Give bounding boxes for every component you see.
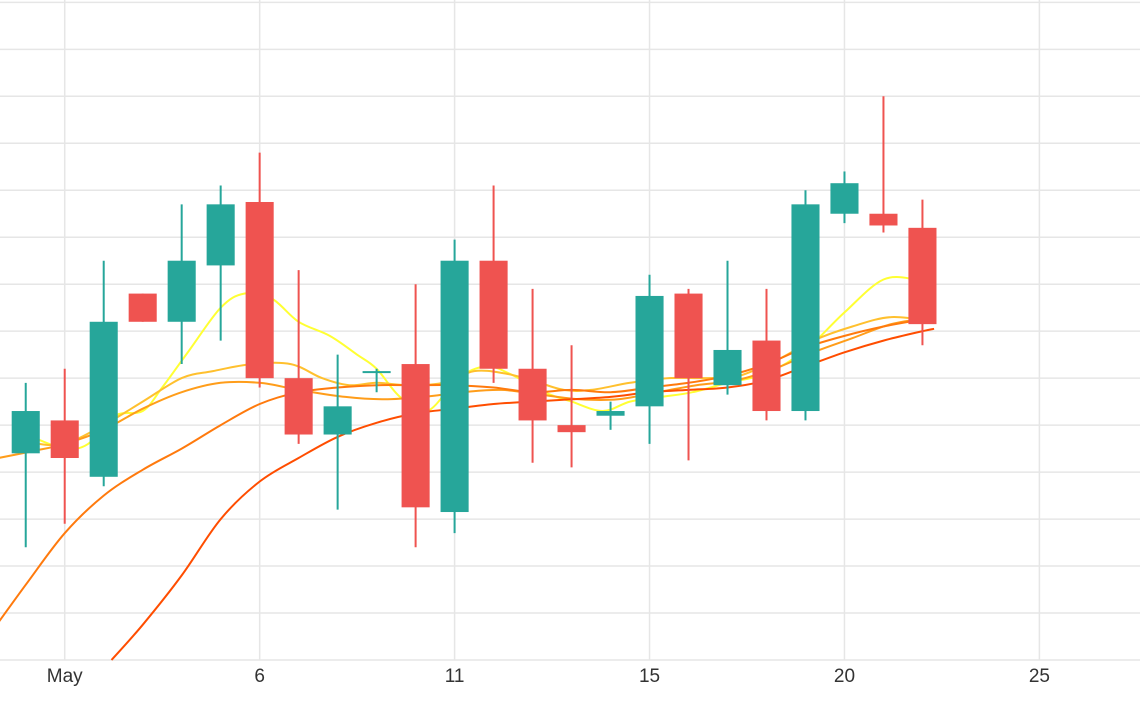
x-axis-ticks: May 6 11 15 20 25: [47, 666, 1050, 687]
candle-body: [908, 227, 937, 325]
candle-body: [206, 204, 235, 266]
candle-8: [323, 354, 352, 510]
candle-21: [830, 171, 859, 224]
candle-body: [128, 293, 157, 322]
candle-body: [479, 260, 508, 369]
candle-11: [440, 239, 469, 534]
candle-13: [518, 288, 547, 463]
candle-14: [557, 345, 586, 468]
x-tick-label-5: 25: [1029, 666, 1050, 687]
candle-12: [479, 185, 508, 383]
candle-body: [791, 204, 820, 412]
candle-2: [89, 260, 118, 487]
candle-16: [635, 274, 664, 444]
candle-body: [440, 260, 469, 513]
candle-23: [908, 199, 937, 346]
candle-7: [284, 270, 313, 444]
candle-22: [869, 96, 898, 233]
candle-19: [752, 288, 781, 421]
candles: [11, 96, 937, 548]
candle-0: [11, 382, 40, 548]
candle-body: [245, 201, 274, 379]
candle-body: [596, 411, 625, 416]
candle-9: [362, 368, 391, 393]
candle-18: [713, 260, 742, 395]
candle-10: [401, 284, 430, 548]
candle-body: [323, 406, 352, 435]
candle-5: [206, 185, 235, 341]
candle-15: [596, 401, 625, 430]
candle-body: [401, 364, 430, 508]
candle-1: [50, 368, 79, 524]
candle-body: [713, 349, 742, 386]
candle-body: [89, 321, 118, 477]
x-tick-label-3: 15: [639, 666, 660, 687]
candle-body: [869, 213, 898, 226]
x-tick-label-0: May: [47, 666, 83, 687]
x-tick-label-2: 11: [445, 666, 465, 687]
candle-20: [791, 190, 820, 421]
candle-6: [245, 152, 274, 388]
candle-body: [674, 293, 703, 379]
x-tick-label-4: 20: [834, 666, 855, 687]
candle-body: [50, 420, 79, 459]
candle-17: [674, 288, 703, 461]
candle-4: [167, 204, 196, 365]
candle-body: [284, 378, 313, 435]
candle-body: [362, 371, 391, 374]
candle-body: [752, 340, 781, 412]
candle-body: [830, 183, 859, 214]
candle-body: [167, 260, 196, 322]
candle-3: [128, 293, 157, 322]
grid: [0, 0, 1140, 661]
candle-body: [557, 425, 586, 433]
candle-body: [518, 368, 547, 421]
candle-body: [635, 295, 664, 407]
candle-body: [11, 411, 40, 454]
x-tick-label-1: 6: [254, 666, 265, 687]
